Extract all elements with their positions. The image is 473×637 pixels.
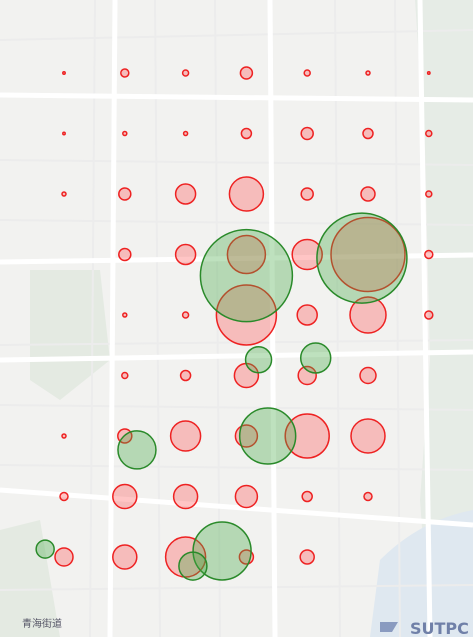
red-bubble	[172, 483, 199, 510]
logo-text: SUTPC	[410, 619, 469, 637]
red-bubble	[239, 66, 254, 80]
red-bubble	[215, 284, 278, 346]
green-bubble	[299, 342, 332, 374]
red-bubble	[240, 127, 253, 140]
red-bubble	[174, 243, 197, 266]
red-bubble	[181, 69, 190, 77]
red-bubble	[121, 371, 129, 380]
red-bubble	[61, 433, 67, 439]
red-bubble	[425, 129, 433, 138]
red-bubble	[349, 296, 387, 334]
red-bubble	[300, 126, 314, 141]
red-bubble	[120, 68, 130, 78]
red-bubble	[59, 491, 69, 502]
red-bubble	[54, 547, 74, 567]
red-bubble	[363, 491, 373, 502]
red-bubble	[182, 130, 189, 137]
red-bubble	[118, 187, 132, 201]
red-bubble	[362, 127, 374, 140]
red-bubble	[62, 131, 66, 136]
green-bubble	[199, 228, 294, 323]
red-bubble	[62, 71, 66, 75]
place-label: 青海街道	[22, 617, 62, 630]
green-bubble	[316, 212, 408, 304]
red-bubble	[112, 483, 138, 510]
logo: SUTPC	[380, 619, 469, 637]
red-bubble	[234, 484, 259, 509]
red-bubble	[426, 71, 431, 75]
red-bubble	[424, 310, 434, 320]
green-bubble	[244, 346, 273, 374]
red-bubble	[425, 190, 433, 198]
red-bubble	[226, 234, 267, 275]
red-bubble	[360, 186, 376, 202]
green-bubble	[178, 551, 208, 581]
red-bubble	[330, 216, 406, 293]
red-bubble	[359, 366, 377, 385]
red-bubble	[118, 247, 132, 262]
red-bubble	[303, 69, 311, 77]
red-bubble	[179, 369, 192, 382]
red-bubble	[169, 420, 202, 452]
red-bubble	[365, 70, 371, 76]
green-bubble	[238, 407, 297, 465]
red-bubble	[164, 536, 207, 578]
red-bubble	[284, 413, 330, 459]
red-bubble	[61, 191, 67, 197]
red-bubble	[301, 490, 313, 503]
red-bubble	[174, 183, 197, 205]
red-bubble	[122, 312, 128, 318]
red-bubble	[299, 549, 315, 565]
red-bubble	[350, 418, 386, 454]
red-bubble	[228, 176, 265, 212]
red-bubble	[122, 130, 128, 137]
red-bubble	[291, 238, 323, 271]
red-bubble	[112, 544, 138, 570]
red-bubble	[300, 187, 314, 201]
green-bubble	[35, 539, 55, 559]
green-bubble	[117, 430, 157, 470]
red-bubble	[296, 304, 318, 326]
bubble-layer	[35, 66, 434, 581]
red-bubble	[424, 249, 434, 260]
red-bubble	[297, 365, 317, 386]
red-bubble	[181, 311, 190, 319]
